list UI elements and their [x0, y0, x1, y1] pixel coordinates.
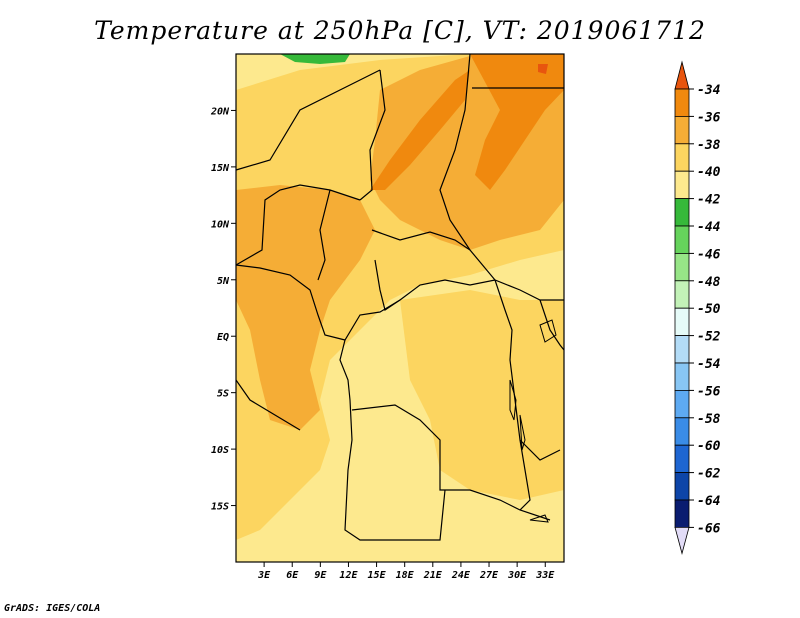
lon-tick-label: 30E: [507, 570, 527, 581]
map-frame: [235, 53, 565, 563]
colorbar-swatch: [674, 88, 690, 117]
field-minus38-west: [236, 185, 375, 430]
lat-tick-label: 10S: [211, 445, 229, 456]
lat-tick-label: 15N: [211, 163, 230, 174]
colorbar-swatch: [674, 335, 690, 364]
colorbar-label: -46: [697, 247, 721, 262]
colorbar-bottom-arrow: [674, 527, 690, 555]
credit-label: GrADS: IGES/COLA: [4, 603, 101, 614]
lat-tick-label: 10N: [211, 219, 230, 230]
lat-tick-label: 5N: [217, 276, 230, 287]
lon-tick-label: 21E: [423, 570, 443, 581]
colorbar: -34 -36 -38 -40 -42 -44 -46 -48 -50 -52 -54 -56 -58 -…: [674, 60, 721, 555]
colorbar-label: -64: [697, 494, 721, 509]
lat-tick-label: 20N: [210, 106, 230, 117]
lat-tick-label: EQ: [217, 332, 229, 343]
lakes: [509, 319, 557, 523]
lon-tick-label: 33E: [535, 570, 555, 581]
colorbar-swatch: [674, 389, 690, 419]
colorbar-swatch: [674, 116, 690, 145]
lon-tick-label: 18E: [396, 570, 415, 581]
colorbar-swatch: [674, 472, 690, 501]
colorbar-label: -44: [697, 220, 721, 235]
colorbar-label: -42: [697, 193, 721, 208]
colorbar-swatch: [674, 225, 690, 254]
lon-tick-label: 3E: [257, 570, 271, 581]
colorbar-swatch: [674, 252, 690, 282]
colorbar-top-arrow: [674, 60, 690, 90]
colorbar-swatch: [674, 198, 690, 227]
lon-tick-label: 27E: [479, 570, 499, 581]
colorbar-label: -50: [697, 302, 721, 317]
colorbar-swatch: [674, 143, 690, 172]
colorbar-swatch: [674, 417, 690, 446]
colorbar-label: -58: [697, 412, 721, 427]
lon-tick-label: 12E: [339, 570, 358, 581]
country-borders: [235, 53, 565, 541]
colorbar-label: -36: [697, 110, 721, 125]
colorbar-label: -60: [697, 439, 721, 454]
colorbar-label: -38: [697, 138, 721, 153]
lat-tick-label: 5S: [217, 389, 229, 400]
colorbar-label: -54: [697, 357, 721, 372]
colorbar-label: -34: [697, 83, 721, 98]
field-minus36-streak: [370, 70, 470, 190]
colorbar-swatch: [674, 499, 690, 528]
colorbar-label: -40: [697, 165, 721, 180]
colorbar-swatch: [674, 280, 690, 309]
colorbar-label: -66: [697, 521, 721, 536]
colorbar-label: -52: [697, 330, 721, 345]
colorbar-swatch: [674, 307, 690, 337]
map-title: Temperature at 250hPa [C], VT: 201906171…: [94, 16, 706, 45]
colorbar-swatch: [674, 362, 690, 391]
latitude-axis: 20N 15N 10N 5N EQ 5S 10S 15S: [210, 106, 236, 513]
lon-tick-label: 9E: [314, 570, 327, 581]
field-minus44-patch: [280, 54, 350, 64]
lat-tick-label: 15S: [211, 502, 229, 513]
colorbar-label: -56: [697, 384, 721, 399]
colorbar-swatch: [674, 444, 690, 474]
longitude-axis: 3E 6E 9E 12E 15E 18E 21E 24E 27E 30E 33E: [257, 562, 555, 581]
colorbar-label: -48: [697, 275, 721, 290]
map-panel: [235, 53, 565, 563]
lon-tick-label: 24E: [451, 570, 471, 581]
lon-tick-label: 15E: [368, 570, 387, 581]
colorbar-swatch: [674, 170, 690, 199]
lon-tick-label: 6E: [286, 570, 299, 581]
colorbar-label: -62: [697, 467, 721, 482]
field-minus34-spot: [538, 64, 548, 74]
